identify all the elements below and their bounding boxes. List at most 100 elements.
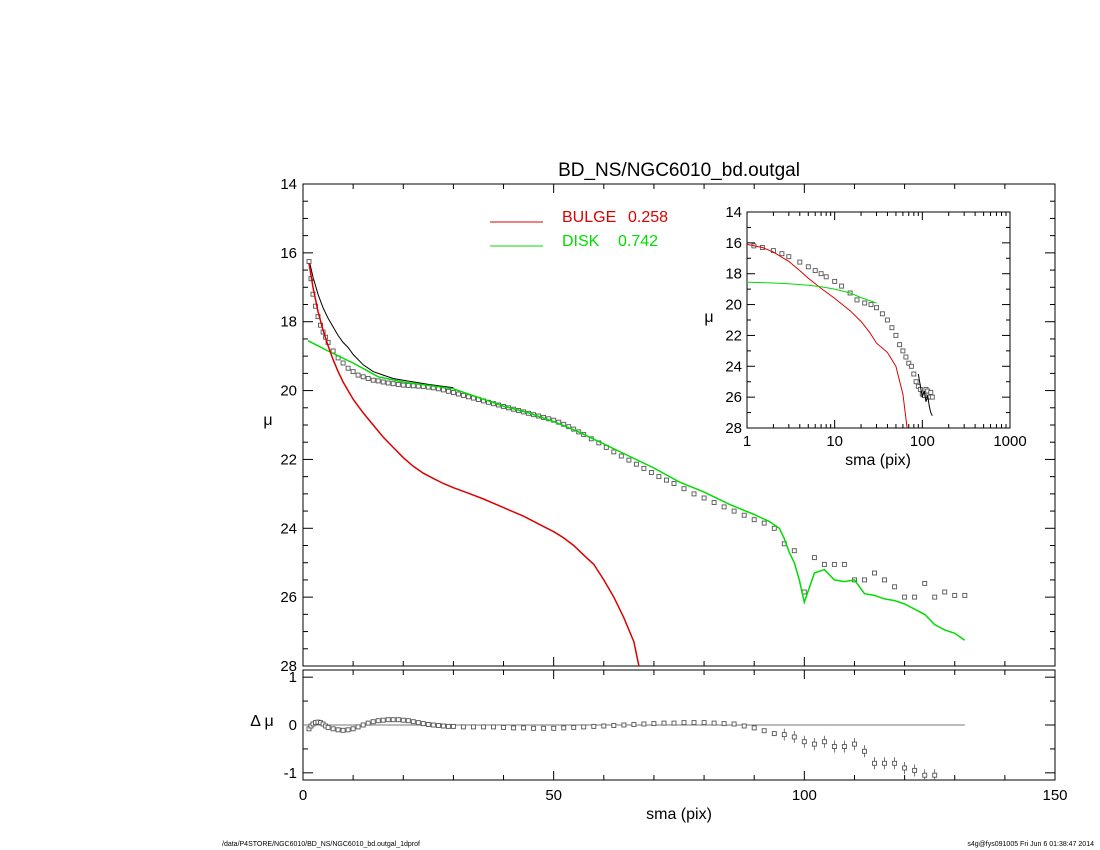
residual-point	[852, 741, 857, 747]
data-point	[355, 372, 361, 378]
footer-timestamp: s4g@fys091005 Fri Jun 6 01:38:47 2014	[967, 841, 1094, 848]
residual-point	[385, 717, 391, 723]
inset-y-tick-label: 26	[725, 389, 742, 406]
main-panel: BD_NS/NGC6010_bd.outgal 14 16 18 20 22 24 26 28…	[263, 160, 1056, 675]
y-tick-label: 18	[280, 314, 297, 331]
data-point	[370, 377, 376, 383]
residual-point	[912, 767, 918, 773]
data-point	[445, 388, 451, 394]
residual-point	[521, 725, 527, 731]
residual-point	[471, 724, 476, 730]
residual-point	[491, 724, 496, 730]
residual-point	[420, 721, 426, 727]
data-point	[345, 365, 351, 371]
inset-data-point	[862, 300, 868, 306]
inset-data-point	[832, 278, 838, 284]
inset-panel: 1 10 100 1000 14 16 18 20 22 24 26 28 sma (pix) μ	[704, 204, 1026, 469]
inset-x-axis-label: sma (pix)	[845, 452, 911, 469]
inset-x-tick-label: 1000	[993, 433, 1026, 450]
data-point	[902, 594, 908, 600]
residual-point	[390, 717, 396, 723]
residual-point	[531, 725, 537, 731]
inset-data-point	[897, 342, 903, 348]
data-point	[365, 376, 371, 381]
inset-data-point	[879, 311, 885, 317]
residual-point	[631, 722, 637, 727]
data-point	[671, 481, 677, 486]
residual-point	[335, 727, 341, 733]
residual-point	[621, 722, 627, 728]
inset-disk-line	[747, 281, 877, 304]
legend: BULGE 0.258 DISK 0.742	[490, 209, 668, 250]
residual-point	[651, 721, 657, 727]
inset-data-point	[818, 271, 824, 277]
data-point	[306, 259, 312, 264]
residual-point	[591, 723, 597, 729]
data-point	[641, 465, 647, 471]
residual-point	[821, 739, 827, 745]
residual-point	[405, 718, 411, 724]
y-tick-label: 26	[280, 589, 297, 606]
data-point	[465, 394, 471, 400]
inset-x-tick-label: 100	[910, 433, 935, 450]
residual-point	[340, 727, 346, 733]
residual-point	[751, 725, 757, 731]
residual-point	[410, 719, 416, 725]
inset-y-axis-label: μ	[704, 309, 713, 326]
data-point	[611, 449, 617, 455]
residual-point	[932, 772, 938, 778]
inset-data-point	[900, 348, 906, 354]
data-point	[932, 594, 938, 600]
y-tick-label: 22	[280, 451, 297, 468]
data-point	[831, 561, 837, 567]
resid-y-tick-label: 1	[289, 669, 297, 686]
inset-data-point	[805, 264, 811, 270]
data-point	[455, 391, 461, 397]
residual-point	[360, 722, 366, 728]
residual-point	[721, 721, 727, 727]
y-tick-label: 28	[280, 658, 297, 675]
inset-data-point	[786, 254, 792, 260]
residual-point	[400, 717, 406, 723]
data-point	[751, 517, 757, 523]
residual-point	[771, 731, 777, 737]
data-point	[626, 457, 632, 463]
inset-data-point	[913, 379, 919, 385]
inset-total-line	[917, 373, 933, 416]
inset-data-point	[911, 371, 917, 377]
residual-point	[801, 739, 807, 745]
residual-point	[892, 760, 898, 766]
inset-data-point	[812, 268, 818, 274]
x-tick-label: 0	[299, 787, 307, 804]
residual-point	[671, 720, 677, 726]
data-point	[821, 561, 827, 567]
main-y-axis-label: μ	[263, 412, 272, 429]
residual-point	[611, 723, 617, 728]
residual-point	[691, 720, 697, 726]
data-point	[681, 486, 687, 492]
inset-data-point	[929, 394, 935, 400]
residual-point	[435, 723, 441, 728]
residual-point	[415, 720, 421, 726]
residual-point	[922, 772, 928, 778]
data-point	[385, 380, 391, 386]
data-point	[962, 592, 968, 598]
inset-y-tick-label: 20	[725, 297, 742, 314]
residual-point	[811, 741, 817, 747]
main-axis-ticks	[302, 183, 1056, 667]
inset-data-point	[874, 305, 879, 311]
data-point	[811, 555, 817, 561]
inset-bulge-line	[747, 243, 908, 428]
total-model-line	[308, 259, 454, 389]
x-tick-label: 50	[545, 787, 562, 804]
residual-point	[681, 720, 687, 726]
inset-y-tick-label: 28	[725, 420, 742, 437]
inset-data-point	[854, 297, 860, 303]
residual-point	[380, 717, 386, 723]
inset-data-point	[839, 283, 845, 289]
residual-point	[601, 723, 607, 729]
residual-point	[902, 765, 908, 771]
data-point	[872, 570, 877, 576]
residual-point	[581, 724, 587, 730]
